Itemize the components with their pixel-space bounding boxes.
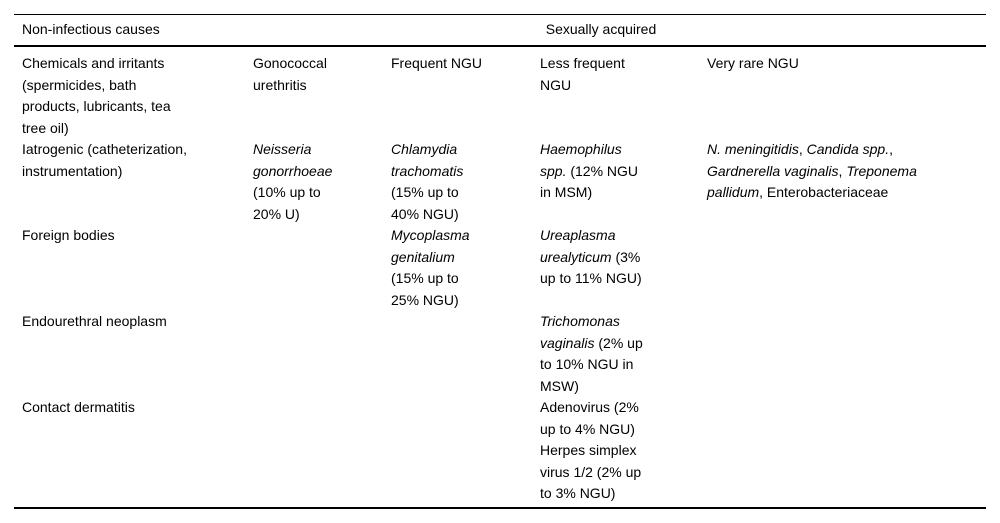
table-cell-line: Contact dermatitis <box>22 399 135 415</box>
table-cell-line: urethritis <box>253 76 307 93</box>
table-cell-line: Less frequent <box>540 55 625 71</box>
table-cell: Frequent NGU <box>391 47 540 139</box>
table-body: Chemicals and irritants (spermicides, bat… <box>14 47 986 507</box>
table-cell-line: (10% up to <box>253 184 321 200</box>
table-cell-line: (spermicides, bath <box>22 76 137 93</box>
table-cell: Chemicals and irritants (spermicides, bat… <box>22 47 253 139</box>
table-cell <box>253 305 391 397</box>
table-cell-line: products, lubricants, tea <box>22 98 171 114</box>
table-row-iatrogenic: Iatrogenic (catheterization, instrumentat… <box>14 133 986 222</box>
table-cell <box>391 305 540 397</box>
table-cell-line: 20% U) <box>253 205 300 222</box>
table-cell: Iatrogenic (catheterization, instrumentat… <box>22 133 253 225</box>
urethritis-causes-table: Non-infectious causes Sexually acquired … <box>14 14 986 509</box>
table-cell-line: 25% NGU) <box>391 291 459 308</box>
table-cell: Gonococcal urethritis <box>253 47 391 139</box>
table-cell: N. meningitidis, Candida spp., Gardnerell… <box>707 133 984 225</box>
table-cell-line: up to 11% NGU) <box>540 270 642 286</box>
table-cell-line: 40% NGU) <box>391 205 459 222</box>
table-cell-line: Haemophilus <box>540 141 622 157</box>
table-cell-line: trachomatis <box>391 162 464 179</box>
table-cell-line: Chlamydia <box>391 141 458 157</box>
table-cell: Ureaplasma urealyticum (3% up to 11% NGU) <box>540 219 707 311</box>
table-cell-line: pallidum, Enterobacteriaceae <box>707 184 889 200</box>
table-row-endourethral-neoplasm: Endourethral neoplasm Trichomonas vaginal… <box>14 305 986 394</box>
table-cell-line: Frequent NGU <box>391 55 483 71</box>
table-cell-line: (15% up to <box>391 184 459 200</box>
table-row-contact-dermatitis: Contact dermatitis Adenovirus (2% up to 4… <box>14 391 986 505</box>
table-cell: Adenovirus (2% up to 4% NGU) Herpes simple… <box>540 391 707 505</box>
table-cell: Mycoplasma genitalium (15% up to 25% NGU) <box>391 219 540 311</box>
table-cell-line: genitalium <box>391 248 455 265</box>
table-cell-line: vaginalis (2% up <box>540 334 643 351</box>
table-cell-line: Foreign bodies <box>22 227 115 243</box>
table-cell: Foreign bodies <box>22 219 253 311</box>
table-cell: Less frequent NGU <box>540 47 707 139</box>
table-cell <box>707 391 984 505</box>
table-cell-line: instrumentation) <box>22 162 123 179</box>
table-cell: Very rare NGU <box>707 47 984 139</box>
table-cell-line: urealyticum (3% <box>540 248 641 265</box>
table-header-row: Non-infectious causes Sexually acquired <box>14 15 986 45</box>
table-cell: Haemophilus spp. (12% NGU in MSM) <box>540 133 707 225</box>
table-cell <box>707 219 984 311</box>
table-cell: Trichomonas vaginalis (2% up to 10% NGU in… <box>540 305 707 397</box>
table-cell <box>253 391 391 505</box>
table-row-foreign-bodies: Foreign bodies Mycoplasma genitalium (15% … <box>14 219 986 308</box>
table-cell: Endourethral neoplasm <box>22 305 253 397</box>
table-cell-line: Gardnerella vaginalis, Treponema <box>707 162 917 179</box>
table-cell-line: to 3% NGU) <box>540 485 616 501</box>
table-top-rule <box>14 14 986 15</box>
table-cell-line: NGU <box>540 76 572 93</box>
table-cell-line: Herpes simplex <box>540 442 637 458</box>
table-cell-line: tree oil) <box>22 119 69 136</box>
table-cell: Chlamydia trachomatis (15% up to 40% NGU) <box>391 133 540 225</box>
table-cell-line: virus 1/2 (2% up <box>540 463 642 480</box>
table-cell-line: Adenovirus (2% <box>540 399 639 415</box>
table-cell: Contact dermatitis <box>22 391 253 505</box>
table-cell-line: Gonococcal <box>253 55 327 71</box>
table-cell-line: up to 4% NGU) <box>540 420 635 437</box>
table-header-rule <box>14 45 986 47</box>
header-sexually-acquired: Sexually acquired <box>545 21 657 38</box>
table-cell-line: N. meningitidis, Candida spp., <box>707 141 894 157</box>
table-cell <box>391 391 540 505</box>
table-cell-line: Mycoplasma <box>391 227 470 243</box>
table-cell-line: Iatrogenic (catheterization, <box>22 141 187 157</box>
table-cell-line: Endourethral neoplasm <box>22 313 167 329</box>
table-cell-line: Chemicals and irritants <box>22 55 165 71</box>
table-cell <box>707 305 984 397</box>
table-cell-line: gonorrhoeae <box>253 162 333 179</box>
table-cell-line: Very rare NGU <box>707 55 799 71</box>
table-cell-line: Trichomonas <box>540 313 620 329</box>
table-bottom-rule <box>14 507 986 509</box>
table-cell-line: Neisseria <box>253 141 312 157</box>
table-cell-line: to 10% NGU in <box>540 356 634 372</box>
table-cell-line: spp. (12% NGU <box>540 162 639 179</box>
table-cell-line: (15% up to <box>391 270 459 286</box>
table-cell-line: Ureaplasma <box>540 227 616 243</box>
header-non-infectious-causes: Non-infectious causes <box>22 21 160 38</box>
table-row-chemicals-irritants: Chemicals and irritants (spermicides, bat… <box>14 47 986 136</box>
table-cell-line: MSW) <box>540 377 579 394</box>
table-cell-line: in MSM) <box>540 184 593 200</box>
table-cell: Neisseria gonorrhoeae (10% up to 20% U) <box>253 133 391 225</box>
table-cell <box>253 219 391 311</box>
